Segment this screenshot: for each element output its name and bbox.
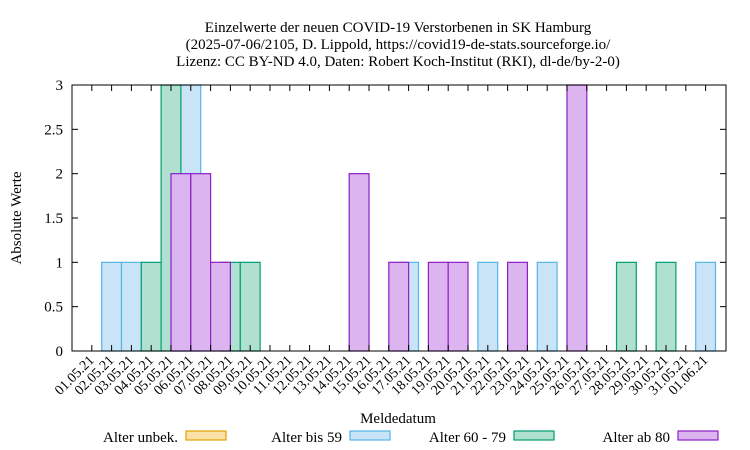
bar-alter-bis-59-01.06.21 [695,261,717,352]
bars [101,84,717,352]
legend-swatch [349,430,391,441]
y-tick-label: 1.5 [44,211,63,227]
bar-alter-bis-59-03.05.21 [120,261,142,352]
bar-alter-ab-80-18.05.21 [427,261,449,352]
bar-alter-bis-59-02.05.21 [101,261,123,352]
y-tick-label: 0 [56,344,64,360]
bar-alter-ab-80-07.05.21 [210,261,232,352]
bar-alter-ab-80-25.05.21 [566,84,588,352]
bar-alter-ab-80-05.05.21 [170,173,192,352]
legend-label: Alter 60 - 79 [429,430,506,446]
legend-swatch [513,430,555,441]
legend: Alter unbek. Alter bis 59 Alter 60 - 79 Alt… [103,430,719,446]
bar-alter-ab-80-22.05.21 [507,261,529,352]
bar-alter-60-79-04.05.21 [140,261,162,352]
y-tick-label: 3 [56,78,64,94]
bar-alter-60-79-30.05.21 [655,261,677,352]
legend-label: Alter bis 59 [271,430,342,446]
legend-swatch [185,430,227,441]
bar-alter-ab-80-16.05.21 [388,261,410,352]
bar-alter-60-79-09.05.21 [239,261,261,352]
y-axis: 0 0.5 1 1.5 2 2.5 3 [44,78,726,360]
bar-alter-ab-80-14.05.21 [348,173,370,352]
chart-title: Einzelwerte der neuen COVID-19 Verstorbe… [176,20,620,70]
y-tick-label: 2.5 [44,122,63,138]
x-axis: 01.05.2102.05.2103.05.2104.05.2105.05.21… [52,85,711,398]
y-tick-label: 0.5 [44,300,63,316]
x-axis-label: Meldedatum [360,411,436,427]
y-axis-label: Absolute Werte [9,171,25,264]
bar-alter-bis-59-21.05.21 [477,261,499,352]
y-tick-label: 2 [56,167,64,183]
bar-alter-ab-80-06.05.21 [190,173,212,352]
legend-label: Alter ab 80 [603,430,670,446]
y-tick-label: 1 [56,255,64,271]
legend-label: Alter unbek. [103,430,178,446]
chart-title-line-1: Einzelwerte der neuen COVID-19 Verstorbe… [205,20,592,36]
chart-title-line-3: Lizenz: CC BY-ND 4.0, Daten: Robert Koch… [176,54,620,70]
chart-title-line-2: (2025-07-06/2105, D. Lippold, https://co… [186,37,611,53]
bar-alter-60-79-28.05.21 [615,261,637,352]
bar-alter-bis-59-24.05.21 [536,261,558,352]
legend-swatch [677,430,719,441]
bar-alter-ab-80-19.05.21 [447,261,469,352]
